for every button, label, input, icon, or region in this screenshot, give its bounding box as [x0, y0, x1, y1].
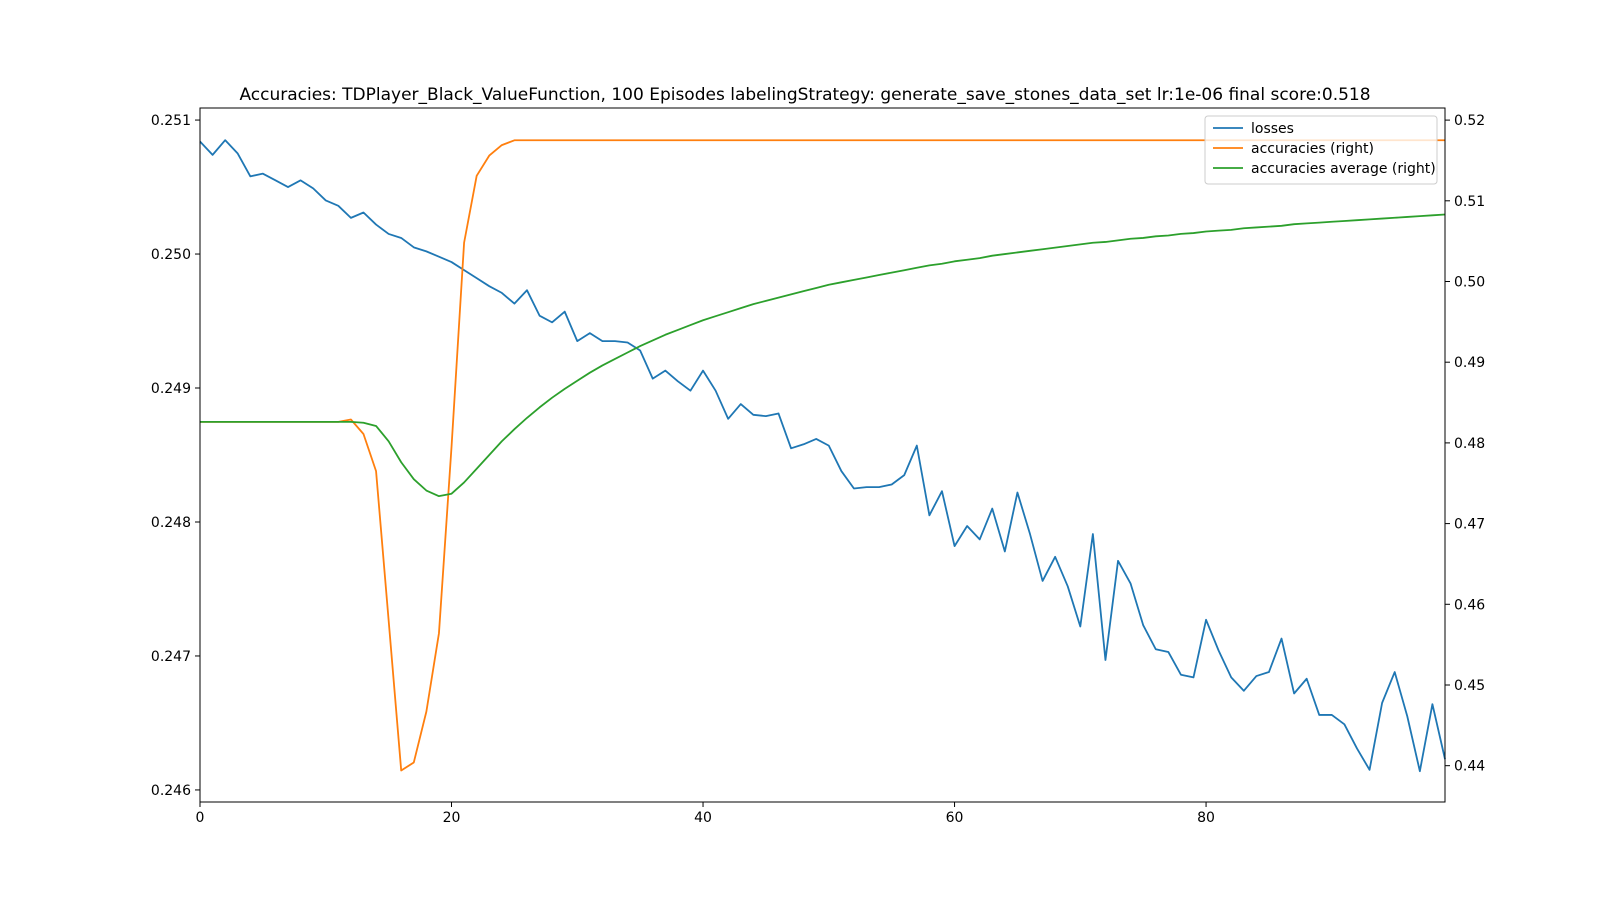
y-left-tick-label: 0.247: [151, 649, 191, 665]
legend-label: losses: [1251, 121, 1294, 137]
series-line-2: [200, 213, 1446, 498]
x-tick-label: 60: [946, 810, 964, 826]
y-right-tick-label: 0.44: [1454, 759, 1485, 775]
chart-title: Accuracies: TDPlayer_Black_ValueFunction…: [239, 85, 1370, 105]
y-left-tick-label: 0.250: [151, 247, 191, 263]
y-right-tick-label: 0.45: [1454, 678, 1485, 694]
x-axis: 0 20 40 60 80: [196, 802, 1215, 826]
x-tick-label: 40: [694, 810, 712, 826]
series-line-0: [199, 139, 1446, 773]
x-tick-label: 80: [1197, 810, 1215, 826]
legend-label: accuracies (right): [1251, 141, 1374, 157]
y-left-tick-label: 0.249: [151, 381, 191, 397]
y-right-tick-label: 0.52: [1454, 113, 1485, 129]
y-axis-left: 0.246 0.247 0.248 0.249 0.250 0.251: [151, 113, 200, 799]
x-tick-label: 0: [196, 810, 205, 826]
y-right-tick-label: 0.50: [1454, 275, 1485, 291]
y-right-tick-label: 0.46: [1454, 597, 1485, 613]
y-left-tick-label: 0.251: [151, 113, 191, 129]
y-right-tick-label: 0.47: [1454, 517, 1485, 533]
y-right-tick-label: 0.51: [1454, 194, 1485, 210]
y-left-tick-label: 0.246: [151, 783, 191, 799]
y-axis-right: 0.44 0.45 0.46 0.47 0.48 0.49 0.50 0.51 0.52: [1445, 113, 1485, 775]
y-right-tick-label: 0.48: [1454, 436, 1485, 452]
plot-frame: [199, 107, 1446, 803]
x-tick-label: 20: [443, 810, 461, 826]
y-left-tick-label: 0.248: [151, 515, 191, 531]
y-right-tick-label: 0.49: [1454, 355, 1485, 371]
legend-label: accuracies average (right): [1251, 161, 1436, 177]
plot-area: [199, 139, 1446, 773]
legend-box: [1204, 115, 1438, 185]
legend: losses accuracies (right) accuracies avera…: [1204, 115, 1438, 185]
